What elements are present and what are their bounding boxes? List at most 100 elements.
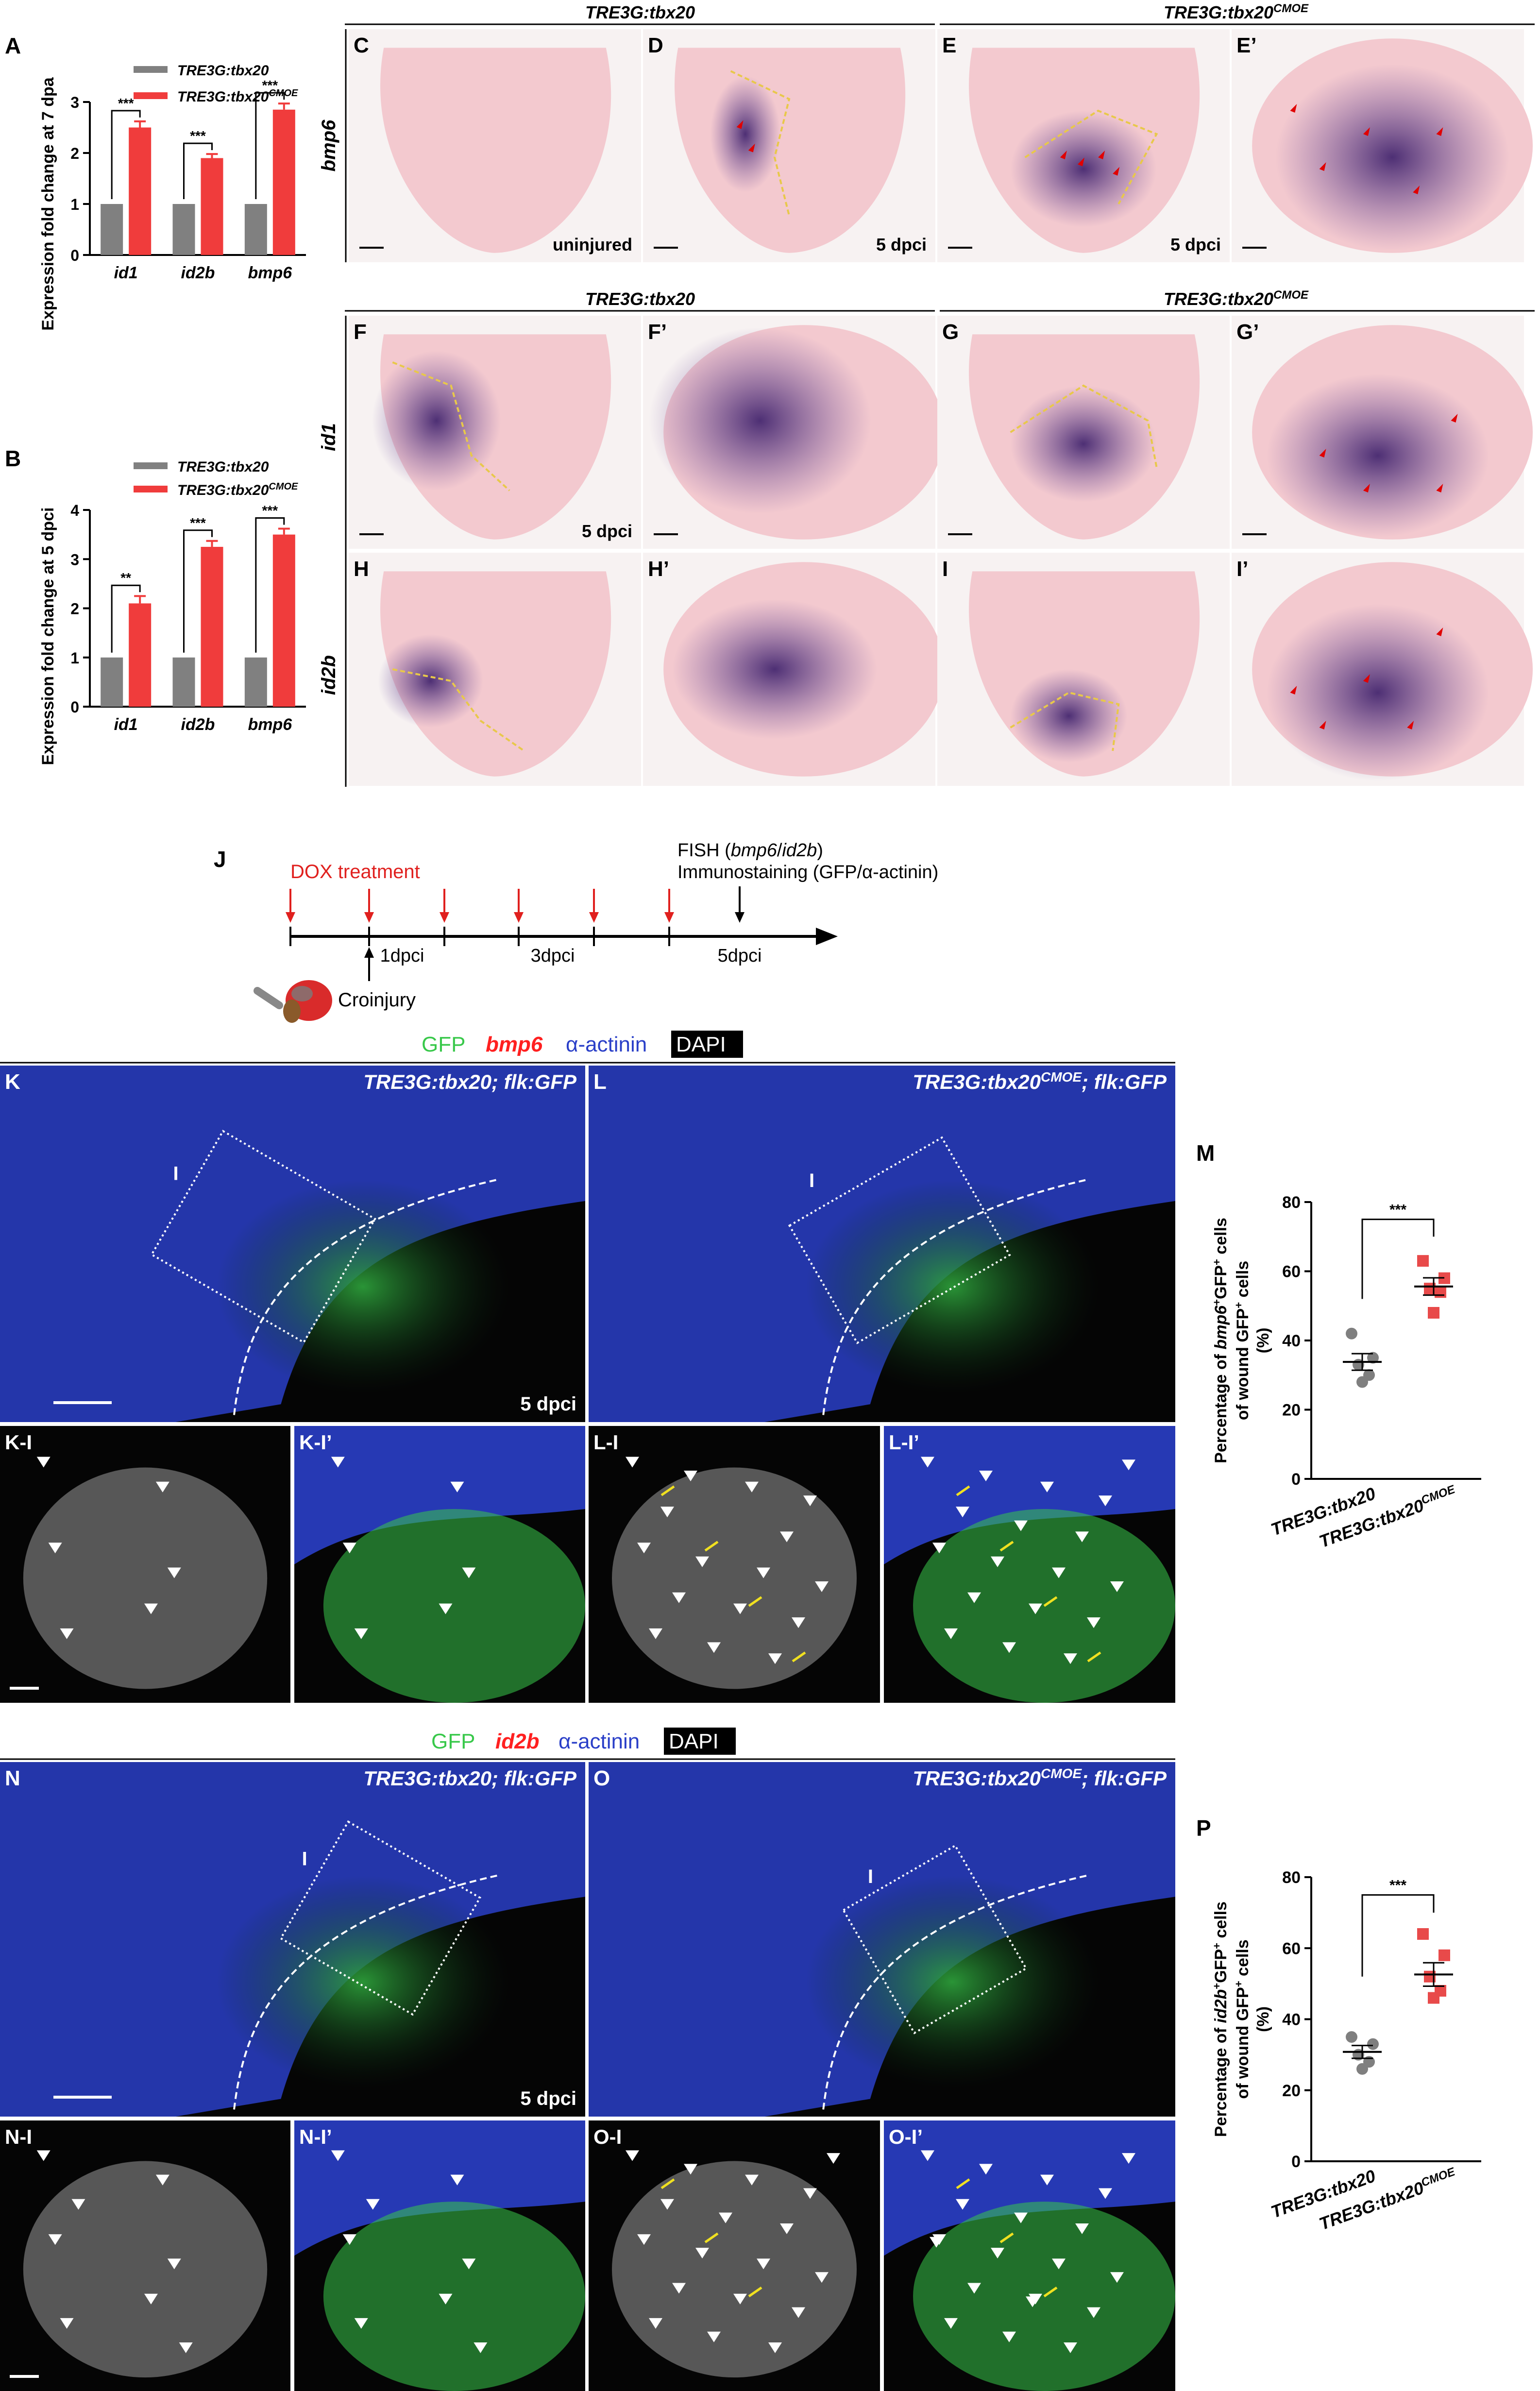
ish-arrowhead-Ip-2 — [1436, 627, 1443, 636]
fl-panel-K: I K TRE3G:tbx20; flk:GFP 5 dpci — [0, 1066, 585, 1422]
ish-arrowhead-Ep-3 — [1413, 186, 1420, 194]
sig-bracket-id1 — [111, 110, 141, 199]
fl-arrowhead-OIp-18 — [1026, 2296, 1039, 2307]
header-ctrl-mid: TRE3G:tbx20 — [585, 289, 695, 309]
fl-arrowhead-OI-7 — [768, 2342, 782, 2354]
fl-inset-OIp: O-I’ — [884, 2120, 1175, 2391]
sig-label: *** — [1389, 1878, 1406, 1894]
y-tick-label-4: 4 — [70, 502, 79, 519]
fl-arrowhead-LI-12 — [695, 1556, 709, 1567]
fl-arrowhead-LIp-10 — [979, 1471, 993, 1481]
fl-nuclei-KI — [23, 1467, 268, 1689]
fl-yellow-arrow-LIp-0 — [956, 1485, 970, 1496]
fl-arrowhead-OI-11 — [792, 2307, 805, 2318]
fl-yellow-arrow-LI-2 — [748, 1596, 762, 1607]
fl-arrowhead-LI-14 — [707, 1642, 721, 1653]
fl-inset-OI: O-I — [589, 2120, 880, 2391]
fl-arrowhead-OIp-8 — [967, 2283, 981, 2294]
header-ctrl-top: TRE3G:tbx20 — [585, 2, 695, 22]
panel-letter-p: P — [1196, 1815, 1211, 1841]
header-cmoe-mid: TRE3G:tbx20CMOE — [1164, 288, 1309, 309]
dot-cmoe-4 — [1428, 1992, 1439, 2004]
fl-arrowhead-OIp-14 — [1002, 2331, 1016, 2342]
fl-arrowhead-KI-1 — [144, 1603, 158, 1614]
fl-arrowhead-KIp-3 — [450, 1481, 464, 1492]
ish-wound-line-I — [1010, 691, 1120, 751]
chart-b-ylabel: Expression fold change at 5 dpci — [39, 508, 57, 765]
ish-stain-Gp — [1267, 374, 1489, 537]
dot-control-0 — [1346, 1327, 1357, 1340]
fish-label: FISH (bmp6/id2b) — [677, 840, 823, 861]
fl-arrowhead-OIp-0 — [921, 2150, 934, 2161]
ish-stain-D — [710, 76, 780, 192]
fl-note-N: 5 dpci — [520, 2088, 576, 2109]
fl-arrowhead-OIp-11 — [1087, 2307, 1100, 2318]
dox-arrow-head-1 — [364, 912, 374, 923]
fl-arrowhead-LI-11 — [792, 1617, 805, 1628]
panel-letter-LI: L-I — [593, 1431, 618, 1454]
fl-arrowhead-NIp-5 — [462, 2258, 476, 2270]
fl-arrowhead-NI-6 — [71, 2199, 85, 2210]
fl-arrowhead-LIp-5 — [1052, 1567, 1066, 1578]
fl-inset-myo-NIp — [294, 2120, 585, 2256]
ish-arrowhead-Ip-0 — [1290, 686, 1297, 695]
fl-arrowhead-OIp-4 — [944, 2318, 958, 2329]
legend-swatch-control — [134, 66, 168, 73]
fl-arrowhead-OI-12 — [695, 2248, 709, 2259]
fl-inset-NI: N-I — [0, 2120, 290, 2391]
sig-label-bmp6: *** — [262, 503, 278, 518]
sig-bracket-id1 — [111, 584, 141, 653]
fl-arrowhead-NIp-6 — [366, 2199, 380, 2210]
immuno-label: Immunostaining (GFP/α-actinin) — [677, 862, 938, 882]
panel-letter-Ep: E’ — [1236, 34, 1257, 57]
fl-arrowhead-OIp-5 — [1052, 2258, 1066, 2270]
y-tick-label-1: 20 — [1282, 2082, 1301, 2100]
panel-letter-KI: K-I — [5, 1431, 32, 1454]
fl-arrowhead-OI-3 — [745, 2174, 759, 2186]
fl-arrowhead-OI-6 — [660, 2199, 674, 2210]
fl-inset-box-L — [788, 1136, 1011, 1344]
sig-bracket-bmp6 — [255, 92, 285, 199]
ish-panel-H: H — [349, 553, 641, 786]
fl-arrowhead-LI-10 — [684, 1471, 697, 1481]
fl-arrowhead-LI-8 — [672, 1592, 686, 1603]
fl-arrowhead-LI-5 — [757, 1567, 770, 1578]
x-label-cmoe: TRE3G:tbx20CMOE — [1316, 2165, 1460, 2234]
dox-label: DOX treatment — [290, 861, 420, 882]
fl-arrowhead-LI-4 — [649, 1628, 662, 1639]
ish-arrowhead-D-1 — [748, 143, 755, 153]
timeline-arrowhead — [816, 928, 838, 945]
fl-arrowhead-LI-3 — [745, 1481, 759, 1492]
fl-arrowhead-OI-5 — [757, 2258, 770, 2270]
dot-control-1 — [1367, 2038, 1379, 2050]
legend-label-cmoe-b: TRE3G:tbx20CMOE — [177, 481, 298, 498]
ish-arrowhead-Ep-2 — [1436, 127, 1443, 136]
ish-stain-Fp — [649, 327, 871, 514]
ish-stain-F — [372, 351, 501, 491]
ish-note-D: 5 dpci — [876, 235, 927, 254]
fl-panel-L: I L TRE3G:tbx20CMOE; flk:GFP — [589, 1066, 1175, 1422]
croinjury-label: Croinjury — [338, 989, 416, 1011]
chart-a-ylabel: Expression fold change at 7 dpa — [39, 77, 57, 331]
y-label-line2: of wound GFP+ cells — [1233, 1939, 1252, 2099]
legend-label-control-b: TRE3G:tbx20 — [177, 459, 269, 475]
fl-inset-gfp-NIp — [323, 2202, 585, 2391]
fl-arrowhead-OIp-12 — [991, 2248, 1004, 2259]
ish-panel-Hp: H’ — [643, 553, 945, 786]
fl-arrowhead-NIp-1 — [439, 2293, 453, 2305]
fl-arrowhead-OI-17 — [827, 2153, 840, 2164]
ish-arrowhead-Ip-1 — [1363, 674, 1370, 683]
y-label-line1: Percentage of bmp6+GFP+ cells — [1211, 1218, 1231, 1463]
bar-control-id2b — [172, 657, 195, 707]
fl-arrowhead-LI-0 — [626, 1457, 639, 1468]
legend-actinin-1: α-actinin — [566, 1033, 647, 1056]
fl-yellow-arrow-LIp-2 — [1043, 1596, 1058, 1607]
fl-arrowhead-LIp-9 — [1075, 1531, 1089, 1543]
fl-arrowhead-OI-15 — [815, 2272, 829, 2283]
fl-arrowhead-OI-2 — [637, 2234, 651, 2245]
dot-cmoe-0 — [1417, 1255, 1429, 1267]
panel-letter-m: M — [1196, 1140, 1215, 1166]
y-tick-label-2: 2 — [70, 145, 79, 162]
